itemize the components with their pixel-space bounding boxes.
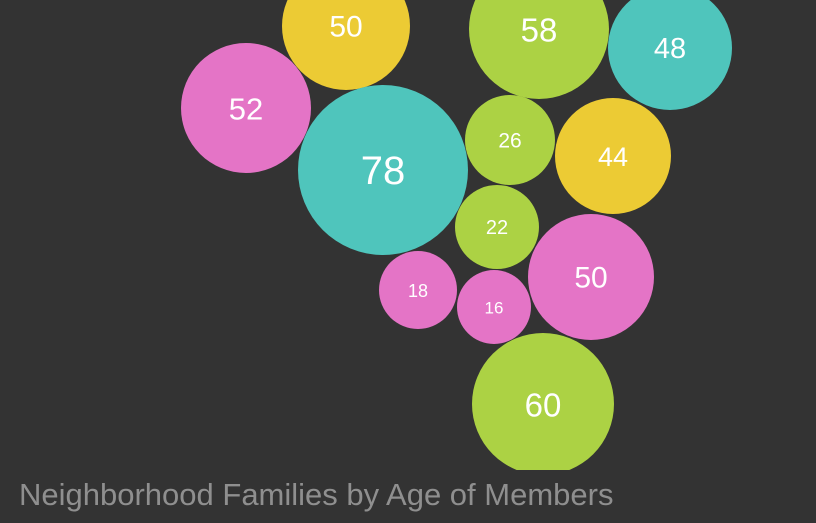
bubble-circle <box>465 95 555 185</box>
bubble-4: 52 <box>181 43 311 173</box>
bubble-value-label: 58 <box>521 12 558 49</box>
bubble-value-label: 50 <box>574 262 607 295</box>
bubble-value-label: 16 <box>485 299 504 318</box>
bubble-1: 50 <box>282 0 410 90</box>
bubble-value-label: 60 <box>525 387 562 424</box>
bubble-12: 60 <box>472 333 614 470</box>
bubble-6: 26 <box>465 95 555 185</box>
bubble-11: 16 <box>457 270 531 344</box>
bubble-circle <box>528 214 654 340</box>
bubble-circle <box>379 251 457 329</box>
bubble-7: 44 <box>555 98 671 214</box>
bubble-circle <box>181 43 311 173</box>
bubble-circle <box>608 0 732 110</box>
bubble-10: 18 <box>379 251 457 329</box>
bubble-value-label: 44 <box>598 142 628 172</box>
chart-title: Neighborhood Families by Age of Members <box>19 477 614 512</box>
bubble-circle <box>282 0 410 90</box>
bubble-5: 78 <box>298 85 468 255</box>
bubble-circle <box>457 270 531 344</box>
bubble-circle <box>455 185 539 269</box>
bubble-circle <box>555 98 671 214</box>
bubble-circle <box>472 333 614 470</box>
bubble-2: 58 <box>469 0 609 99</box>
bubble-value-label: 26 <box>498 130 521 153</box>
bubble-value-label: 52 <box>229 92 263 127</box>
bubble-circle <box>469 0 609 99</box>
bubble-value-label: 78 <box>361 149 406 193</box>
bubble-circle <box>298 85 468 255</box>
bubble-8: 22 <box>455 185 539 269</box>
bubble-value-label: 18 <box>408 281 428 301</box>
bubble-chart: 50 58 48 52 78 26 44 22 50 18 16 60 <box>181 0 732 470</box>
bubble-value-label: 48 <box>654 33 686 65</box>
bubble-value-label: 22 <box>486 217 508 239</box>
bubble-value-label: 50 <box>329 11 362 44</box>
bubble-3: 48 <box>608 0 732 110</box>
bubble-9: 50 <box>528 214 654 340</box>
